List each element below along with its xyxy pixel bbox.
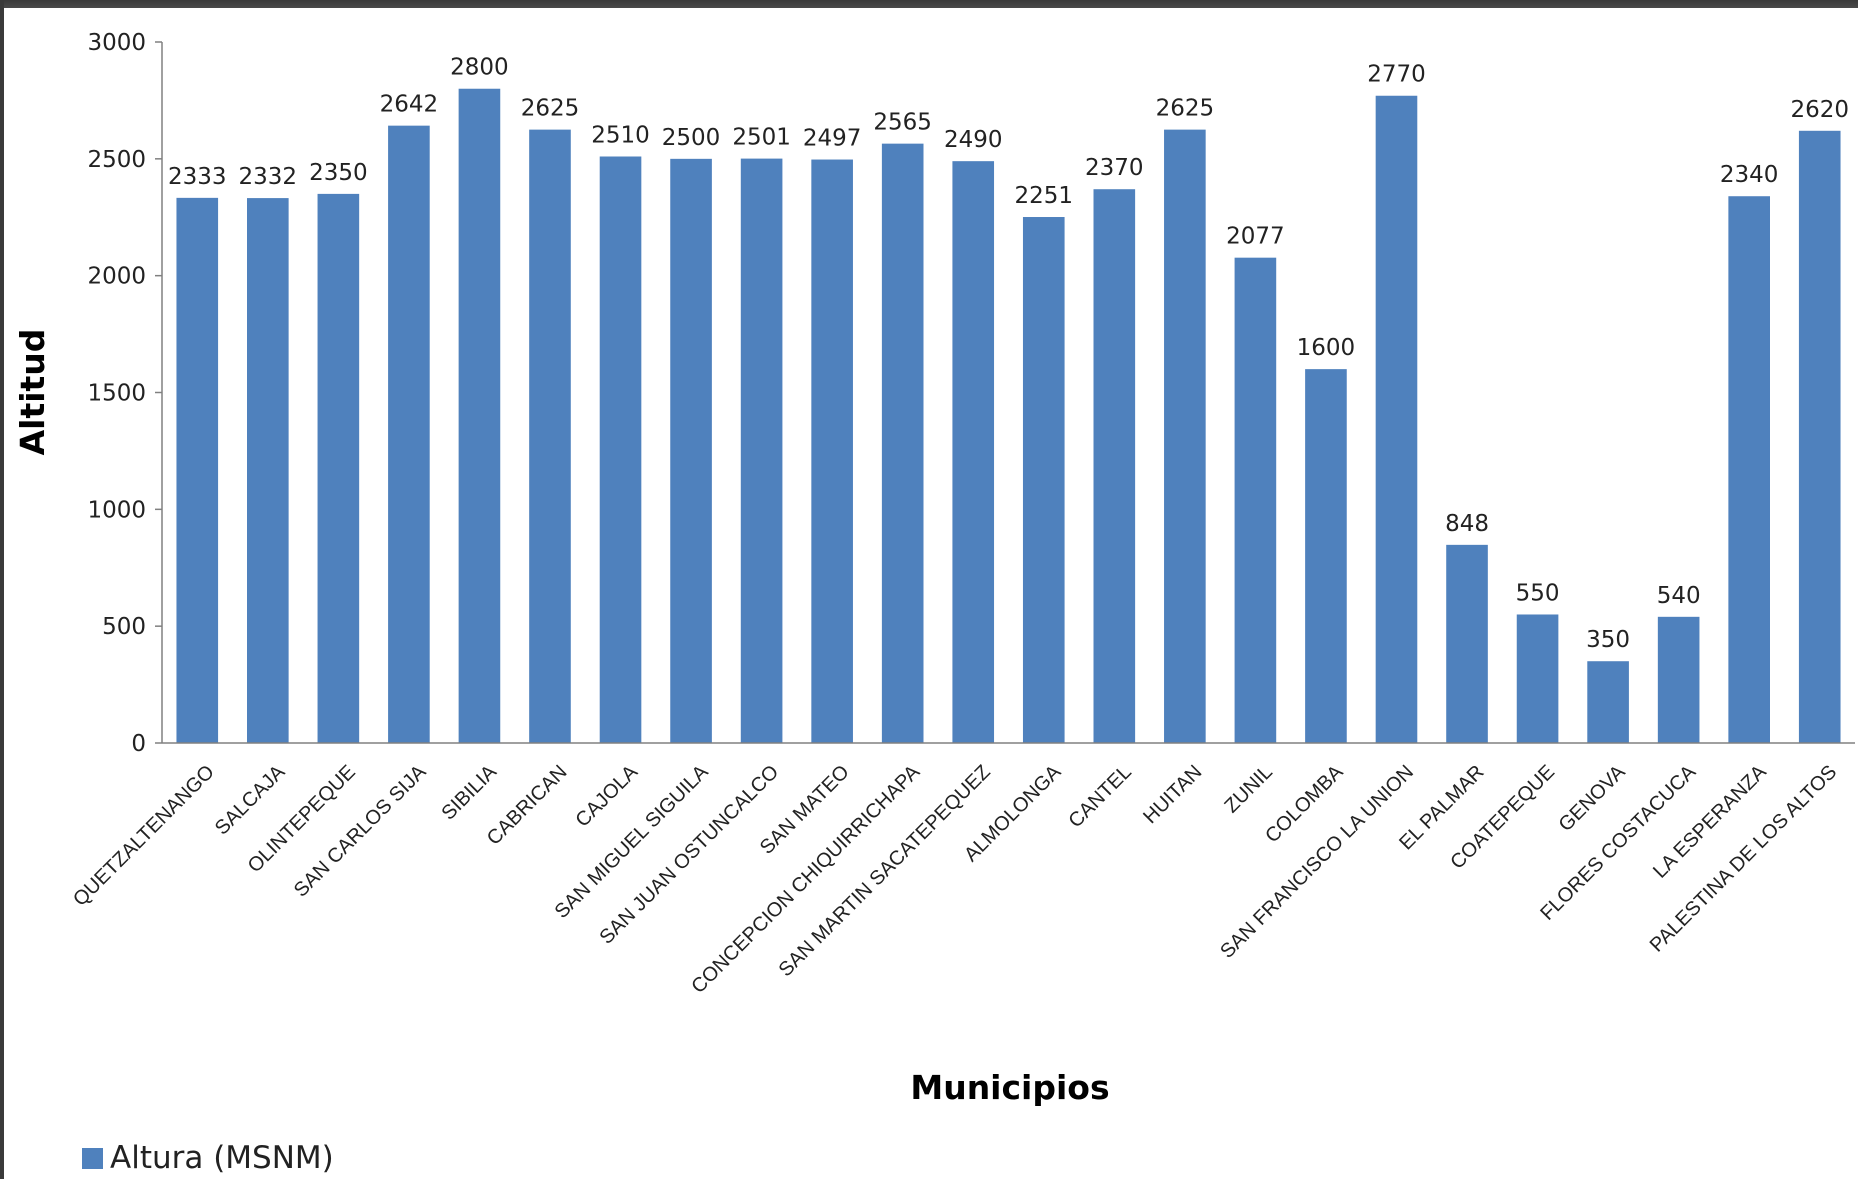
data-label: 2251 [1014, 183, 1073, 209]
bar [881, 143, 924, 743]
data-labels: 2333 2332 2350 2642 2800 2625 2510 2500 2501 2497… [168, 55, 1849, 653]
bar [952, 161, 995, 744]
bar [670, 158, 712, 744]
legend: Altura (MSNM) [82, 1140, 334, 1176]
y-tick-label: 0 [131, 731, 146, 757]
top-border [0, 0, 1858, 8]
bar [1234, 257, 1277, 743]
x-axis-title: Municipios [910, 1068, 1109, 1107]
category-label: ZUNIL [1221, 761, 1277, 817]
bar [529, 129, 571, 743]
category-label: QUETZALTENANGO [69, 761, 219, 911]
bar [388, 125, 430, 744]
data-label: 2642 [380, 92, 439, 118]
y-axis-title: Altitud [13, 329, 52, 456]
bar [176, 197, 219, 744]
data-label: 2370 [1085, 155, 1144, 181]
y-tick-label: 3000 [87, 30, 146, 56]
bar [1022, 217, 1065, 743]
data-label: 1600 [1297, 335, 1356, 361]
data-label: 2625 [1156, 96, 1215, 122]
data-label: 540 [1657, 583, 1701, 609]
bar [1657, 616, 1700, 743]
y-axis-ticks: 0 500 1000 1500 2000 2500 3000 [87, 30, 162, 757]
data-label: 2501 [732, 125, 791, 151]
bar [599, 156, 642, 743]
data-label: 2077 [1226, 224, 1285, 250]
data-label: 350 [1586, 627, 1630, 653]
bar [1446, 544, 1488, 743]
bar [740, 158, 783, 743]
data-label: 848 [1445, 511, 1489, 537]
bar [811, 159, 853, 744]
y-tick-label: 1000 [87, 497, 146, 523]
legend-label: Altura (MSNM) [110, 1140, 334, 1176]
category-label: SIBILIA [437, 761, 501, 825]
bar [317, 193, 360, 744]
bar [1798, 130, 1841, 743]
data-label: 2770 [1367, 62, 1426, 88]
data-label: 2350 [309, 160, 368, 186]
y-tick-label: 500 [102, 614, 146, 640]
data-label: 2490 [944, 127, 1003, 153]
axes [161, 42, 1855, 744]
data-label: 2332 [239, 164, 298, 190]
data-label: 2800 [450, 55, 509, 81]
y-tick-label: 2500 [87, 147, 146, 173]
bar [1164, 129, 1206, 743]
bar [1375, 95, 1418, 743]
legend-swatch [82, 1148, 103, 1169]
y-tick-label: 1500 [87, 381, 146, 407]
bar [1305, 369, 1347, 743]
data-label: 550 [1516, 580, 1560, 606]
bar-series [176, 88, 1841, 744]
category-label: CANTEL [1064, 761, 1135, 832]
data-label: 2565 [873, 110, 932, 136]
bar [1093, 189, 1136, 743]
data-label: 2510 [591, 122, 650, 148]
data-label: 2500 [662, 125, 721, 151]
category-label: GENOVA [1555, 761, 1630, 836]
bar [247, 198, 289, 743]
data-label: 2333 [168, 164, 227, 190]
bar [458, 88, 501, 743]
category-label: SAN CARLOS SIJA [290, 761, 431, 902]
y-tick-label: 2000 [87, 264, 146, 290]
data-label: 2340 [1720, 162, 1779, 188]
left-border [0, 0, 4, 1179]
data-label: 2625 [521, 96, 580, 122]
bar [1728, 196, 1770, 744]
bar [1516, 614, 1559, 743]
data-label: 2497 [803, 126, 862, 152]
category-label: CAJOLA [571, 761, 642, 832]
data-label: 2620 [1790, 97, 1849, 123]
category-label: HUITAN [1139, 761, 1206, 828]
bar [1587, 661, 1629, 743]
